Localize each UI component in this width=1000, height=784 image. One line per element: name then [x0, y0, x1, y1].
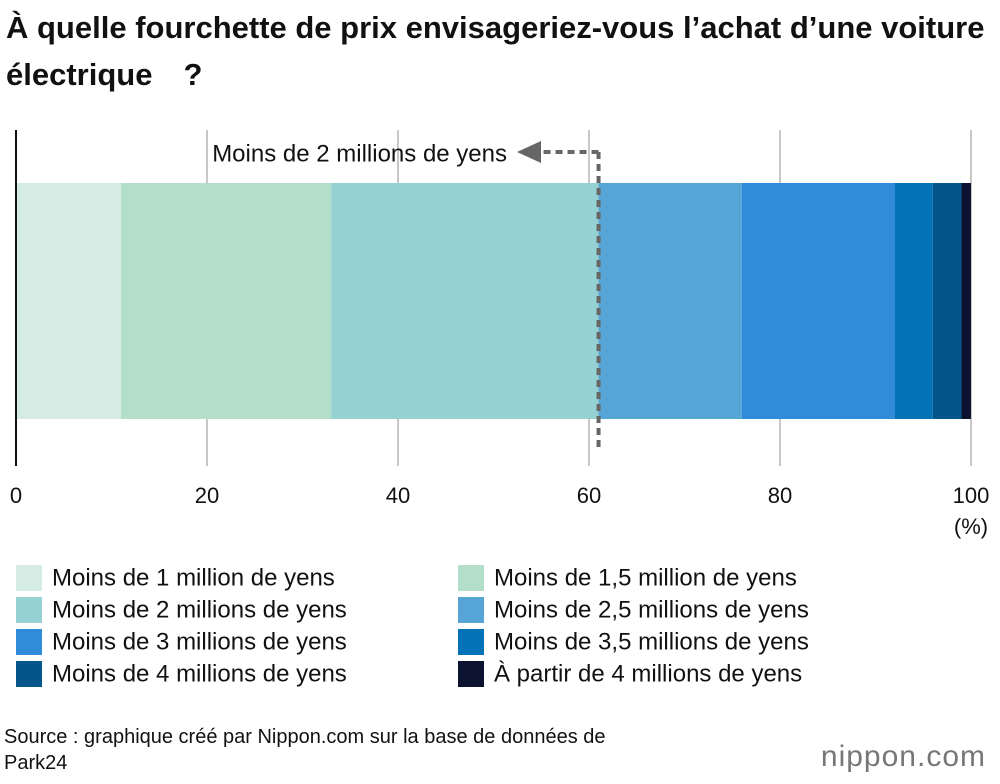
bar-segment: [331, 183, 599, 419]
annotation-arrowhead: [517, 141, 541, 163]
legend-swatch: [458, 597, 484, 623]
bar-segment: [961, 183, 971, 419]
legend-label: À partir de 4 millions de yens: [494, 660, 802, 687]
legend-swatch: [16, 565, 42, 591]
bar-segment: [932, 183, 962, 419]
bar-segment: [741, 183, 895, 419]
legend-label: Moins de 1,5 million de yens: [494, 564, 797, 591]
logo: nippon.com: [820, 740, 986, 773]
legend-swatch: [458, 565, 484, 591]
legend-swatch: [458, 661, 484, 687]
legend-label: Moins de 3 millions de yens: [52, 628, 347, 655]
x-tick-label: 80: [768, 483, 792, 508]
legend-label: Moins de 2 millions de yens: [52, 596, 347, 623]
x-tick-label: 60: [577, 483, 601, 508]
legend-label: Moins de 3,5 millions de yens: [494, 628, 809, 655]
legend-label: Moins de 4 millions de yens: [52, 660, 347, 687]
legend-swatch: [16, 661, 42, 687]
x-tick-label: 20: [195, 483, 219, 508]
annotation-label: Moins de 2 millions de yens: [212, 140, 507, 167]
legend-label: Moins de 2,5 millions de yens: [494, 596, 809, 623]
legend-swatch: [16, 629, 42, 655]
legend-swatch: [458, 629, 484, 655]
x-tick-label: 40: [386, 483, 410, 508]
legend-swatch: [16, 597, 42, 623]
source-note: Source : graphique créé par Nippon.com s…: [4, 726, 606, 774]
x-tick-label: 100: [953, 483, 990, 508]
chart-title: À quelle fourchette de prix envisageriez…: [6, 10, 985, 92]
bar-segment: [894, 183, 933, 419]
bar-segment: [121, 183, 332, 419]
legend-label: Moins de 1 million de yens: [52, 564, 335, 591]
x-axis-label: (%): [954, 514, 988, 539]
bar-segment: [598, 183, 742, 419]
bar-segment: [16, 183, 122, 419]
x-tick-label: 0: [10, 483, 22, 508]
